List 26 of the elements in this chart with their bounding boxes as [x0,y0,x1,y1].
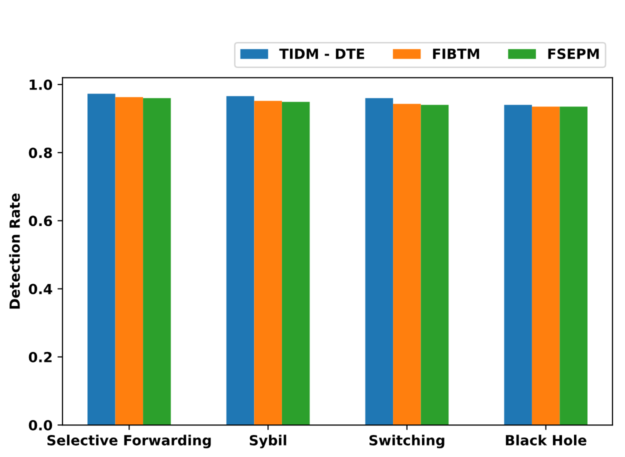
bar [88,94,116,426]
legend-label: TIDM - DTE [279,48,364,59]
bar [532,106,560,426]
legend-label: FSEPM [548,48,599,60]
x-tick-label: Black Hole [506,434,586,446]
bar [282,102,310,426]
bar [143,98,171,426]
x-tick-label: Selective Forwarding [47,434,211,448]
bar [560,106,588,426]
bar [420,104,449,426]
legend-label: FIBTM [433,48,480,59]
x-tick-label: Switching [369,434,444,448]
y-tick-label: 0.2 [28,352,52,362]
y-axis-title: Detection Rate [9,194,20,309]
y-tick-label: 1.0 [30,79,52,90]
y-tick-label: 0.4 [28,284,52,294]
x-tick-label: Sybil [250,434,286,448]
bar [115,97,144,426]
bar [226,96,254,426]
y-tick-label: 0.0 [28,420,52,430]
bar [365,98,394,426]
bar [393,104,421,426]
y-tick-label: 0.8 [28,148,52,158]
bar [254,100,282,426]
bar [504,104,532,426]
y-tick-label: 0.6 [28,216,52,226]
